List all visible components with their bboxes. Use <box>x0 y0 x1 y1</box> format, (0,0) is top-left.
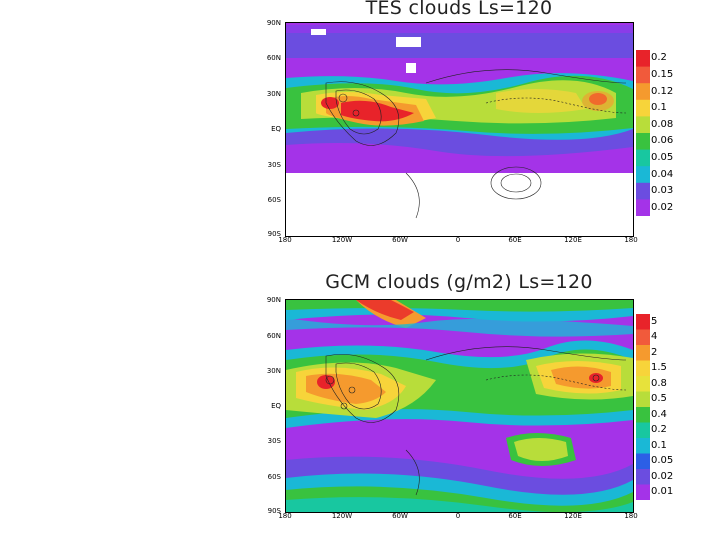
colorbar-label: 0.08 <box>651 118 674 130</box>
y-tick: 90N <box>266 296 281 304</box>
x-tick: 120W <box>331 512 353 520</box>
colorbar-swatch <box>636 422 650 439</box>
colorbar-label: 4 <box>651 331 658 343</box>
colorbar-swatch <box>636 391 650 408</box>
y-tick: 90S <box>267 507 281 515</box>
colorbar-label: 1.5 <box>651 362 667 374</box>
colorbar-label: 2 <box>651 346 658 358</box>
colorbar-label: 0.04 <box>651 168 674 180</box>
tes-colorbar <box>636 50 650 216</box>
colorbar-swatch <box>636 182 650 200</box>
gcm-map <box>285 299 634 513</box>
colorbar-label: 0.02 <box>651 201 674 213</box>
x-tick: 180 <box>624 512 638 520</box>
x-tick: 180 <box>278 236 292 244</box>
y-tick: 30S <box>267 437 281 445</box>
x-tick: 60E <box>508 236 522 244</box>
x-tick: 120E <box>564 512 582 520</box>
colorbar-swatch <box>636 50 650 68</box>
tes-clouds-panel: TES clouds Ls=120 90N 60N 30N EQ 30S 60S… <box>266 0 674 244</box>
colorbar-label: 0.4 <box>651 408 667 420</box>
y-tick: 60S <box>267 196 281 204</box>
y-tick: 30S <box>267 161 281 169</box>
colorbar-swatch <box>636 345 650 361</box>
colorbar-swatch <box>636 149 650 167</box>
colorbar-swatch <box>636 453 650 470</box>
y-tick: 90N <box>266 19 281 27</box>
colorbar-swatch <box>636 99 650 117</box>
y-tick: 30N <box>266 367 281 375</box>
x-tick: 60W <box>392 512 408 520</box>
gcm-clouds-panel: GCM clouds (g/m2) Ls=120 90N 60N 30N EQ … <box>0 268 720 538</box>
x-tick: 120E <box>564 236 582 244</box>
colorbar-label: 0.03 <box>651 185 674 197</box>
colorbar-label: 0.1 <box>651 102 667 114</box>
colorbar-label: 0.01 <box>651 486 674 498</box>
colorbar-swatch <box>636 314 650 330</box>
tes-map <box>285 22 634 237</box>
gcm-colorbar <box>636 314 650 500</box>
colorbar-label: 0.06 <box>651 135 674 147</box>
x-tick: 180 <box>278 512 292 520</box>
colorbar-swatch <box>636 66 650 84</box>
colorbar-swatch <box>636 83 650 101</box>
x-tick: 0 <box>455 512 461 520</box>
colorbar-label: 0.05 <box>651 151 674 163</box>
colorbar-label: 0.8 <box>651 377 667 389</box>
y-tick: EQ <box>271 125 281 133</box>
colorbar-swatch <box>636 329 650 346</box>
colorbar-swatch <box>636 360 650 377</box>
colorbar-label: 0.2 <box>651 52 667 64</box>
colorbar-swatch <box>636 484 650 500</box>
y-tick: EQ <box>271 402 281 410</box>
colorbar-label: 0.2 <box>651 424 667 436</box>
gcm-title: GCM clouds (g/m2) Ls=120 <box>325 271 593 293</box>
x-tick: 120W <box>331 236 353 244</box>
colorbar-label: 0.05 <box>651 455 674 467</box>
y-tick: 90S <box>267 230 281 238</box>
y-tick: 30N <box>266 90 281 98</box>
colorbar-label: 0.12 <box>651 85 674 97</box>
tes-title: TES clouds Ls=120 <box>365 0 553 19</box>
y-tick: 60N <box>266 54 281 62</box>
x-tick: 0 <box>455 236 461 244</box>
y-tick: 60N <box>266 332 281 340</box>
colorbar-swatch <box>636 469 650 485</box>
colorbar-label: 0.5 <box>651 393 667 405</box>
x-tick: 60W <box>392 236 408 244</box>
x-tick: 60E <box>508 512 522 520</box>
colorbar-swatch <box>636 133 650 151</box>
colorbar-swatch <box>636 166 650 184</box>
colorbar-swatch <box>636 376 650 392</box>
colorbar-label: 0.1 <box>651 439 667 451</box>
colorbar-swatch <box>636 438 650 454</box>
x-tick: 180 <box>624 236 638 244</box>
colorbar-label: 5 <box>651 315 658 327</box>
colorbar-swatch <box>636 407 650 423</box>
colorbar-label: 0.15 <box>651 68 674 80</box>
colorbar-label: 0.02 <box>651 470 674 482</box>
colorbar-swatch <box>636 116 650 134</box>
y-tick: 60S <box>267 473 281 481</box>
colorbar-swatch <box>636 199 650 216</box>
